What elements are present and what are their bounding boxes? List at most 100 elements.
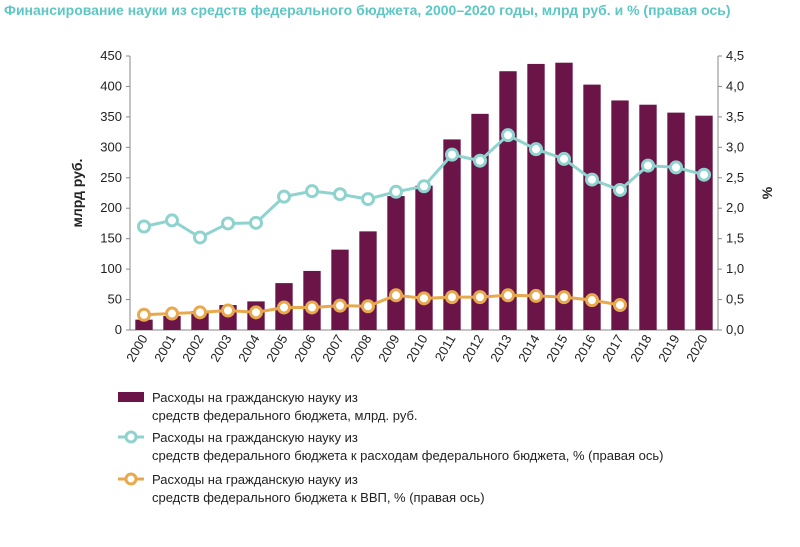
data-point xyxy=(613,298,627,313)
y-tick-label-right: 4,5 xyxy=(726,48,744,63)
y-tick-label-right: 3,0 xyxy=(726,139,744,154)
data-point xyxy=(501,128,515,143)
data-point xyxy=(557,290,571,305)
data-point xyxy=(389,184,403,199)
bar xyxy=(667,112,685,330)
legend-swatch-marker xyxy=(124,430,138,444)
legend: Расходы на гражданскую науку из средств ф… xyxy=(118,390,663,505)
data-point xyxy=(613,182,627,197)
data-point xyxy=(221,216,235,231)
x-tick-label: 2007 xyxy=(319,332,346,365)
data-point xyxy=(585,293,599,308)
chart-title: Финансирование науки из средств федераль… xyxy=(4,2,731,18)
legend-entry-label: средств федерального бюджета к ВВП, % (п… xyxy=(152,490,485,505)
y-tick-label-right: 4,0 xyxy=(726,78,744,93)
legend-entry-label: Расходы на гражданскую науку из xyxy=(152,472,358,487)
data-point xyxy=(417,291,431,306)
data-point xyxy=(473,290,487,305)
bar xyxy=(163,315,181,330)
data-point xyxy=(277,300,291,315)
y-axis-label-left: млрд руб. xyxy=(69,159,85,228)
y-tick-label-left: 250 xyxy=(100,170,122,185)
bar xyxy=(387,196,405,330)
x-tick-label: 2003 xyxy=(207,332,234,365)
x-tick-label: 2002 xyxy=(179,332,206,365)
data-point xyxy=(361,299,375,314)
data-point xyxy=(305,184,319,199)
data-point xyxy=(193,305,207,320)
bar xyxy=(527,63,545,330)
data-point xyxy=(669,160,683,175)
data-point xyxy=(305,300,319,315)
bar xyxy=(583,84,601,331)
legend-entry-label: средств федерального бюджета к расходам … xyxy=(152,448,663,463)
bar xyxy=(695,115,713,330)
data-point xyxy=(529,288,543,303)
x-tick-label: 2006 xyxy=(291,332,318,365)
data-point xyxy=(585,172,599,187)
bar xyxy=(303,270,321,330)
data-point xyxy=(641,158,655,173)
x-tick-label: 2017 xyxy=(599,332,626,365)
legend-entry-label: средств федерального бюджета, млрд. руб. xyxy=(152,408,418,423)
y-tick-label-right: 1,5 xyxy=(726,231,744,246)
data-point xyxy=(445,147,459,162)
bar xyxy=(359,231,377,330)
legend-swatch-marker xyxy=(124,472,138,486)
bar xyxy=(611,100,629,331)
x-tick-label: 2018 xyxy=(627,332,654,365)
data-point xyxy=(361,192,375,207)
x-tick-label: 2008 xyxy=(347,332,374,365)
y-axis-label-right: % xyxy=(759,186,775,199)
y-tick-label-right: 0,0 xyxy=(726,322,744,337)
bar xyxy=(639,104,657,330)
bar xyxy=(135,319,153,330)
data-point xyxy=(137,219,151,234)
x-tick-label: 2001 xyxy=(151,332,178,365)
y-tick-label-left: 50 xyxy=(108,292,122,307)
y-tick-label-right: 2,5 xyxy=(726,170,744,185)
legend-entry-label: Расходы на гражданскую науку из xyxy=(152,430,358,445)
y-tick-label-left: 200 xyxy=(100,200,122,215)
series-line xyxy=(143,293,621,317)
y-tick-label-right: 1,0 xyxy=(726,261,744,276)
data-point xyxy=(389,288,403,303)
y-tick-label-right: 2,0 xyxy=(726,200,744,215)
data-point xyxy=(249,215,263,230)
data-point xyxy=(221,303,235,318)
legend-entry-label: Расходы на гражданскую науку из xyxy=(152,390,358,405)
x-tick-label: 2011 xyxy=(432,332,459,364)
x-tick-label: 2019 xyxy=(655,332,682,365)
y-tick-label-left: 350 xyxy=(100,109,122,124)
x-tick-label: 2010 xyxy=(403,332,430,365)
data-point xyxy=(697,167,711,182)
data-point xyxy=(277,189,291,204)
y-tick-label-left: 0 xyxy=(115,322,122,337)
data-point xyxy=(473,153,487,168)
y-tick-label-left: 450 xyxy=(100,48,122,63)
data-point xyxy=(249,305,263,320)
x-tick-label: 2016 xyxy=(571,332,598,365)
x-tick-label: 2014 xyxy=(515,332,542,365)
data-point xyxy=(445,290,459,305)
x-tick-label: 2020 xyxy=(683,332,710,365)
y-tick-label-left: 150 xyxy=(100,231,122,246)
data-point xyxy=(529,142,543,157)
x-tick-label: 2000 xyxy=(123,332,150,365)
data-point xyxy=(165,213,179,228)
data-point xyxy=(501,288,515,303)
data-point xyxy=(333,298,347,313)
x-tick-label: 2009 xyxy=(375,332,402,365)
y-tick-label-left: 300 xyxy=(100,139,122,154)
legend-swatch-bar xyxy=(118,392,144,402)
bar xyxy=(415,185,433,330)
x-tick-label: 2013 xyxy=(487,332,514,365)
bar xyxy=(471,113,489,330)
data-point xyxy=(417,179,431,194)
data-point xyxy=(137,307,151,322)
data-point xyxy=(193,230,207,245)
line-series xyxy=(137,128,711,322)
x-tick-label: 2005 xyxy=(263,332,290,365)
y-tick-label-right: 3,5 xyxy=(726,109,744,124)
x-tick-label: 2004 xyxy=(235,332,262,365)
